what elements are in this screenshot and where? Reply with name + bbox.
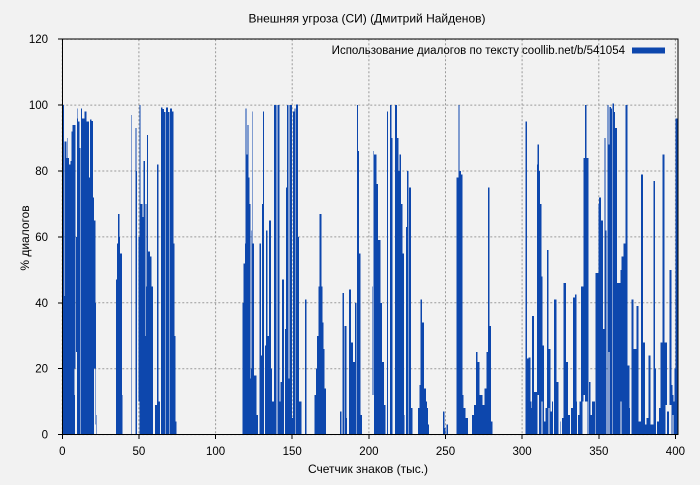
svg-text:40: 40 [35,298,48,310]
svg-text:100: 100 [206,446,225,458]
svg-text:350: 350 [589,446,608,458]
svg-text:Внешняя угроза (СИ) (Дмитрий Н: Внешняя угроза (СИ) (Дмитрий Найденов) [249,12,486,26]
svg-text:150: 150 [283,446,302,458]
svg-text:% диалогов: % диалогов [18,205,32,270]
svg-text:100: 100 [29,100,48,112]
svg-text:0: 0 [42,430,48,442]
svg-text:120: 120 [29,34,48,46]
svg-text:300: 300 [513,446,532,458]
svg-text:20: 20 [35,364,48,376]
svg-text:50: 50 [133,446,146,458]
svg-text:Счетчик знаков (тыс.): Счетчик знаков (тыс.) [308,462,428,476]
svg-text:250: 250 [436,446,455,458]
svg-text:0: 0 [59,446,65,458]
svg-text:80: 80 [35,166,48,178]
svg-text:400: 400 [666,446,685,458]
svg-text:200: 200 [359,446,378,458]
svg-text:60: 60 [35,232,48,244]
svg-text:Использование диалогов по текс: Использование диалогов по тексту coollib… [332,45,626,57]
